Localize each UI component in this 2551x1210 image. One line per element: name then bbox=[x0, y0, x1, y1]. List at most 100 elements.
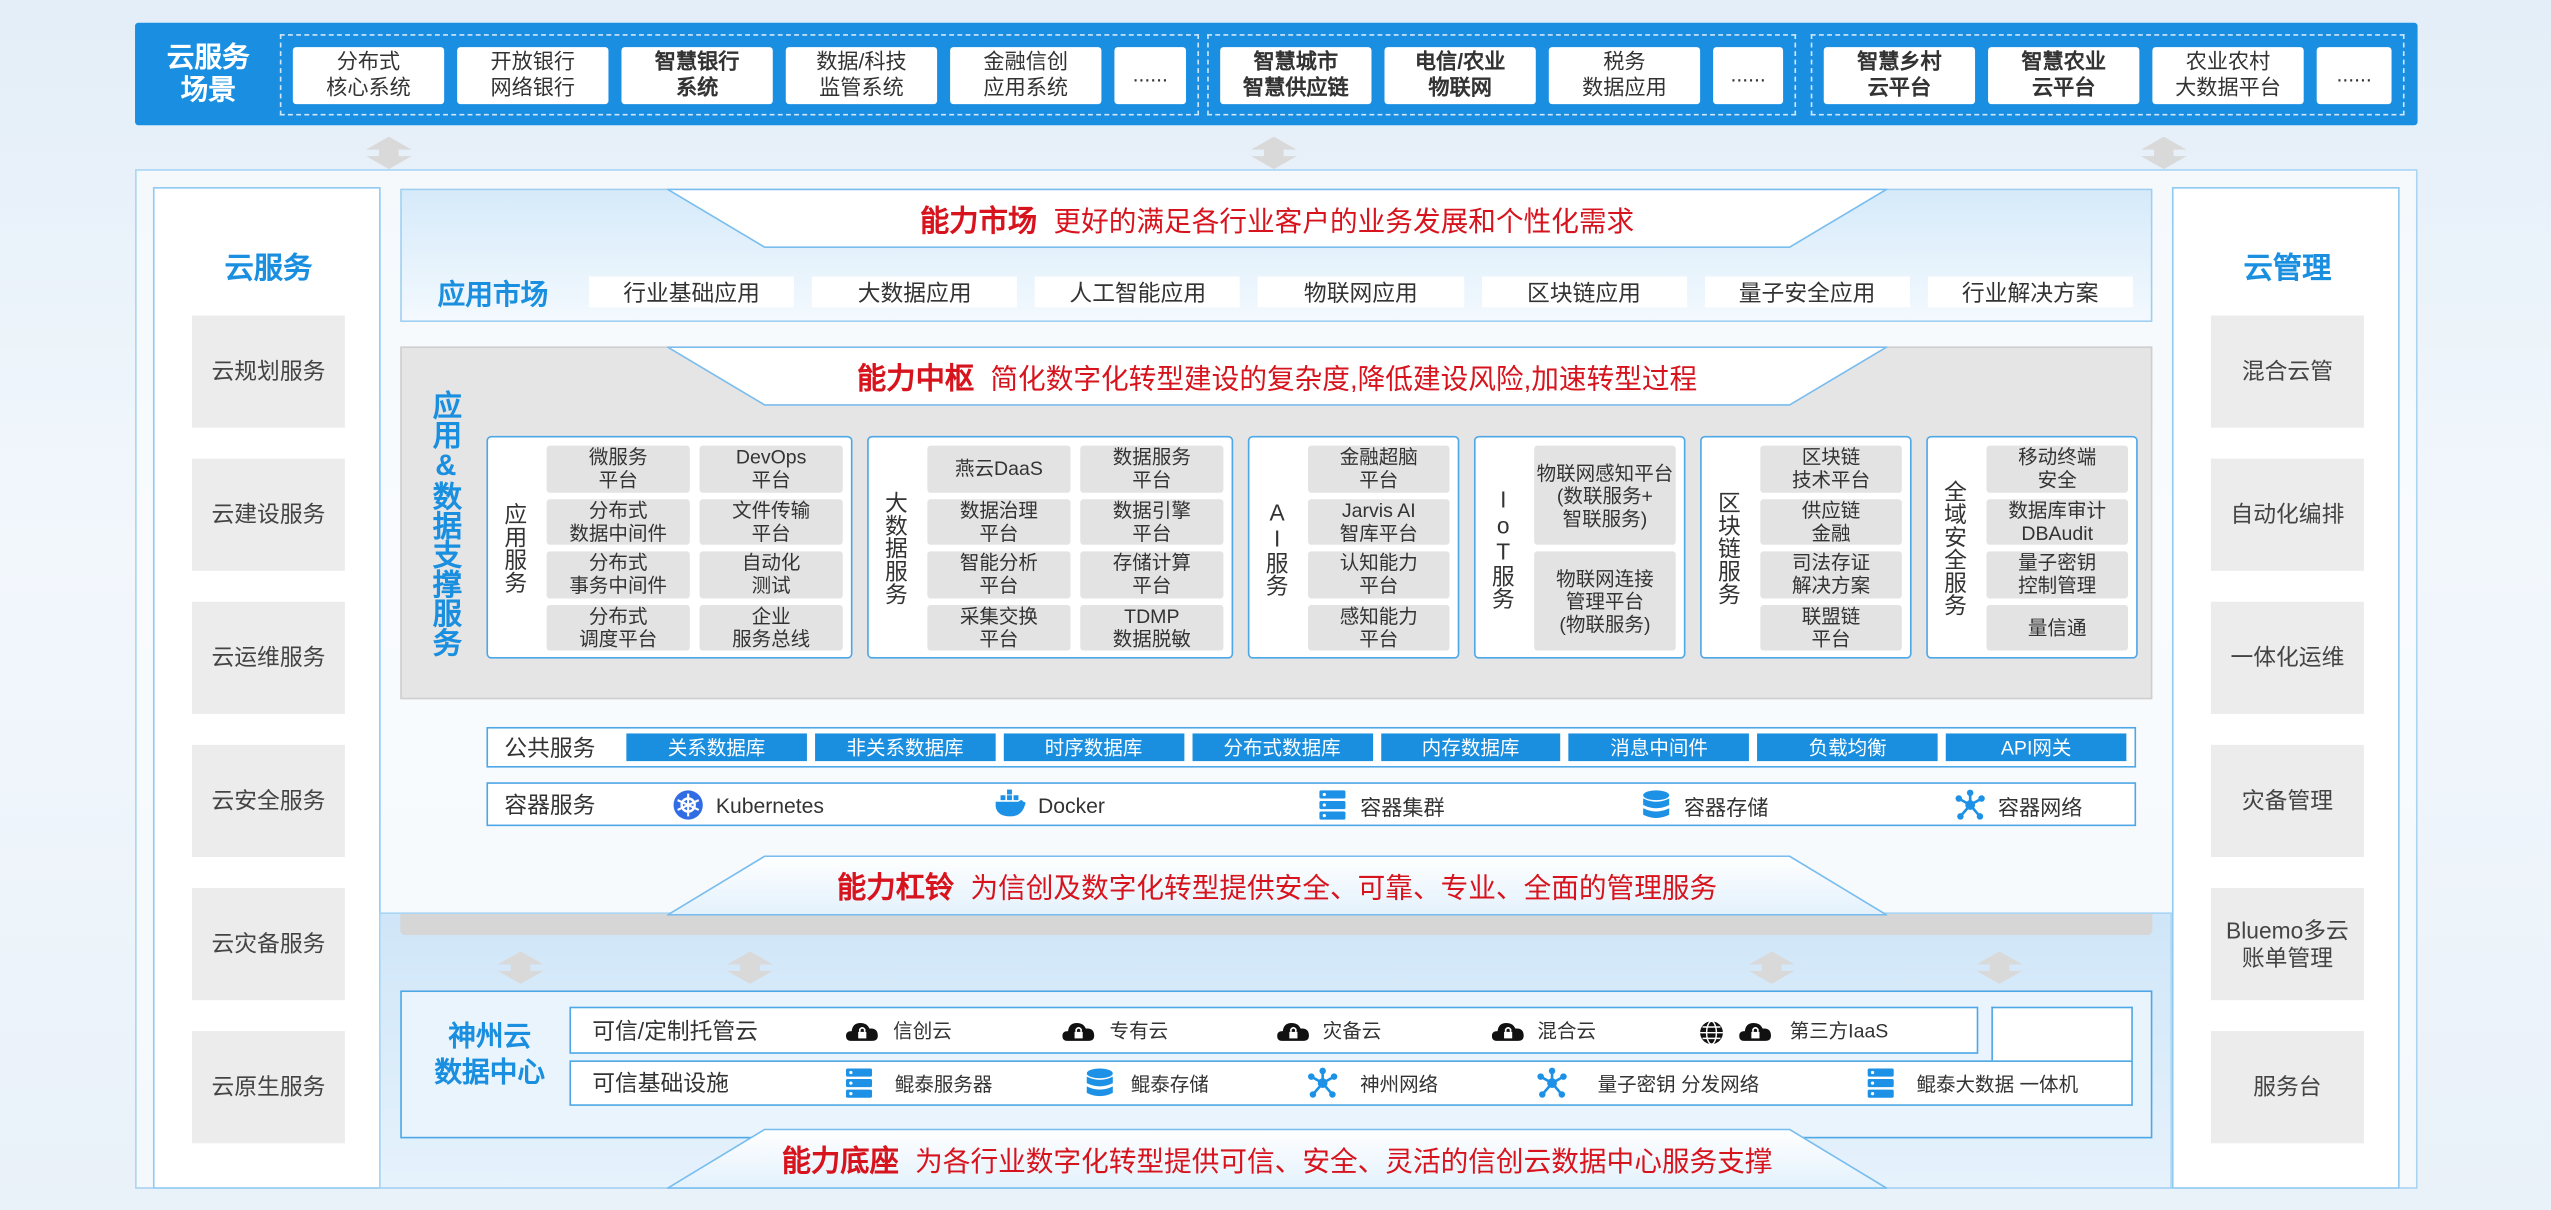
row-item: 鲲泰存储 bbox=[1130, 1072, 1209, 1096]
hub-item: 区块链 技术平台 bbox=[1760, 445, 1902, 492]
row-item: 信创云 bbox=[893, 1019, 952, 1043]
row-bracket bbox=[1991, 1006, 2133, 1062]
scenario-item: 智慧银行 系统 bbox=[621, 46, 773, 104]
container-item: 容器集群 bbox=[1316, 787, 1544, 823]
row-item: 混合云 bbox=[1537, 1019, 1597, 1043]
data-center-row: 可信基础设施 鲲泰服务器 鲲泰存储 神州网络 量子密钥 分发网络 鲲泰大数据 一体机 bbox=[569, 1060, 2133, 1106]
scenario-item: 智慧农业 云平台 bbox=[1988, 46, 2140, 104]
banner-title: 能力底座 bbox=[781, 1144, 899, 1177]
public-item: 关系数据库 bbox=[626, 733, 807, 762]
scenario-item: 智慧城市 智慧供应链 bbox=[1220, 46, 1372, 104]
container-text: Docker bbox=[1037, 792, 1105, 818]
hub-item: 文件传输 平台 bbox=[699, 498, 843, 545]
row-item: 第三方IaaS bbox=[1789, 1019, 1889, 1043]
side-item: 云灾备服务 bbox=[191, 887, 345, 1001]
hub-panels: 应用服务 微服务 平台 DevOps 平台 分布式 数据中间件 文件传输 平台 分布式 事… bbox=[486, 435, 2138, 659]
row-icon-wrap bbox=[1306, 1067, 1339, 1100]
hub-label: 应用&数据支撑服务 bbox=[429, 390, 463, 658]
scenario-item: 智慧乡村 云平台 bbox=[1823, 46, 1976, 104]
public-item: 非关系数据库 bbox=[814, 733, 996, 762]
scenario-item: 数据/科技 监管系统 bbox=[785, 46, 938, 104]
container-icon bbox=[1643, 790, 1670, 819]
banner-text: 能力市场 更好的满足各行业客户的业务发展和个性化需求 bbox=[667, 189, 1887, 249]
side-panel: 云服务 云规划服务 云建设服务 云运维服务 云安全服务 云灾备服务 云原生服务 bbox=[152, 187, 381, 1189]
row-item: 神州网络 bbox=[1360, 1072, 1439, 1096]
container-services: 容器服务 Kubernetes Docker 容器集群 容器存储 容器网络 bbox=[486, 782, 2137, 827]
hub-item: 供应链 金融 bbox=[1760, 498, 1902, 545]
row-icon bbox=[1062, 1022, 1095, 1041]
market-item: 行业基础应用 bbox=[588, 276, 795, 308]
row-item: 鲲泰大数据 一体机 bbox=[1916, 1072, 2079, 1096]
hub-item: 分布式 调度平台 bbox=[546, 604, 690, 651]
hub-panel: 区块链服务 区块链 技术平台 供应链 金融 司法存证 解决方案 联盟链 平台 bbox=[1700, 435, 1912, 659]
side-item: 一体化运维 bbox=[2210, 601, 2364, 714]
hub-item: 数据引擎 平台 bbox=[1080, 498, 1224, 545]
row-icon-wrap bbox=[845, 1014, 879, 1047]
hub-item: TDMP 数据脱敏 bbox=[1080, 604, 1224, 651]
data-center-row: 可信/定制托管云 信创云 专有云 灾备云 混合云 第三方IaaS bbox=[569, 1006, 1979, 1054]
market-item: 大数据应用 bbox=[812, 276, 1018, 308]
data-center-label: 神州云 数据中心 bbox=[434, 1021, 546, 1088]
hub-item: 感知能力 平台 bbox=[1308, 604, 1450, 651]
arrow bbox=[360, 136, 419, 170]
row-icon-wrap bbox=[1491, 1014, 1525, 1047]
row-item: 鲲泰服务器 bbox=[894, 1072, 993, 1096]
container-item: Kubernetes bbox=[672, 787, 900, 823]
container-item: Docker bbox=[994, 787, 1222, 823]
hub-item: 量子密钥 控制管理 bbox=[1986, 551, 2128, 598]
market-item: 行业解决方案 bbox=[1927, 276, 2133, 308]
side-item: 灾备管理 bbox=[2210, 744, 2364, 858]
banner: 能力市场 更好的满足各行业客户的业务发展和个性化需求 bbox=[667, 188, 1888, 249]
hub-item: 企业 服务总线 bbox=[699, 604, 843, 651]
container-text: 容器存储 bbox=[1683, 794, 1769, 819]
hub-panel-label: 应用服务 bbox=[502, 501, 529, 593]
arrow-shape bbox=[1748, 951, 1795, 984]
public-item: 内存数据库 bbox=[1380, 733, 1561, 762]
hub-item: 分布式 事务中间件 bbox=[546, 551, 690, 598]
scenario-item: 金融信创 应用系统 bbox=[950, 46, 1102, 104]
banner-shape bbox=[667, 346, 1888, 406]
scenario-item: ...... bbox=[2316, 46, 2392, 104]
side-item: 云规划服务 bbox=[191, 315, 345, 428]
banner-shape bbox=[667, 1128, 1888, 1189]
row-icon bbox=[1739, 1022, 1771, 1041]
row-icon-wrap bbox=[1277, 1014, 1310, 1047]
banner-shape bbox=[667, 855, 1888, 916]
container-icon bbox=[995, 789, 1026, 817]
side-item: 云建设服务 bbox=[191, 458, 345, 571]
public-item: API网关 bbox=[1945, 733, 2127, 762]
side-item: 云运维服务 bbox=[191, 601, 345, 714]
hub-panel-grid: 区块链 技术平台 供应链 金融 司法存证 解决方案 联盟链 平台 bbox=[1757, 437, 1910, 657]
arrow-shape bbox=[366, 136, 412, 170]
row-icon bbox=[1086, 1068, 1113, 1097]
side-item: 云原生服务 bbox=[191, 1031, 345, 1144]
hub-panel-label: IoT服务 bbox=[1490, 485, 1517, 610]
row-item: 灾备云 bbox=[1322, 1019, 1382, 1043]
row-icon bbox=[845, 1022, 878, 1041]
scenario-group: 分布式 核心系统 开放银行 网络银行 智慧银行 系统 数据/科技 监管系统 金融信创 应… bbox=[279, 34, 1200, 116]
hub-panel-grid: 金融超脑 平台 Jarvis AI 智库平台 认知能力 平台 感知能力 平台 bbox=[1305, 437, 1458, 657]
scenario-group: 智慧城市 智慧供应链 电信/农业 物联网 税务 数据应用...... bbox=[1207, 34, 1797, 116]
arrow bbox=[2134, 136, 2193, 170]
row-label: 可信基础设施 bbox=[592, 1070, 729, 1097]
side-item: Bluemo多云 账单管理 bbox=[2210, 887, 2364, 1001]
banner-title: 能力中枢 bbox=[856, 361, 975, 395]
banner: 能力中枢 简化数字化转型建设的复杂度,降低建设风险,加速转型过程 bbox=[667, 346, 1888, 406]
side-item: 自动化编排 bbox=[2210, 458, 2364, 571]
row-icon-wrap bbox=[843, 1067, 876, 1100]
hub-item: 司法存证 解决方案 bbox=[1760, 551, 1902, 598]
scenario-banner: 云服务 场景 分布式 核心系统 开放银行 网络银行 智慧银行 系统 数据/科技 监管系统… bbox=[135, 22, 2418, 126]
row-icon-wrap bbox=[1084, 1067, 1117, 1100]
row-icon bbox=[1308, 1067, 1338, 1098]
market-label: 应用市场 bbox=[437, 278, 549, 310]
hub-panel-grid: 移动终端 安全 数据库审计 DBAudit 量子密钥 控制管理 量信通 bbox=[1983, 437, 2136, 657]
hub-panel: 应用服务 微服务 平台 DevOps 平台 分布式 数据中间件 文件传输 平台 分布式 事… bbox=[486, 435, 853, 659]
arrow bbox=[491, 951, 550, 984]
banner-desc: 为信创及数字化转型提供安全、可靠、专业、全面的管理服务 bbox=[970, 873, 1718, 905]
banner-desc: 简化数字化转型建设的复杂度,降低建设风险,加速转型过程 bbox=[990, 364, 1698, 396]
hub-item: 联盟链 平台 bbox=[1760, 604, 1902, 651]
container-item: 容器网络 bbox=[1954, 787, 2182, 823]
market-item: 量子安全应用 bbox=[1704, 276, 1910, 308]
hub-panel-grid: 微服务 平台 DevOps 平台 分布式 数据中间件 文件传输 平台 分布式 事务中间件… bbox=[543, 437, 850, 657]
hub-panel-grid: 物联网感知平台 (数联服务+ 智联服务) 物联网连接 管理平台 (物联服务) bbox=[1531, 437, 1684, 657]
